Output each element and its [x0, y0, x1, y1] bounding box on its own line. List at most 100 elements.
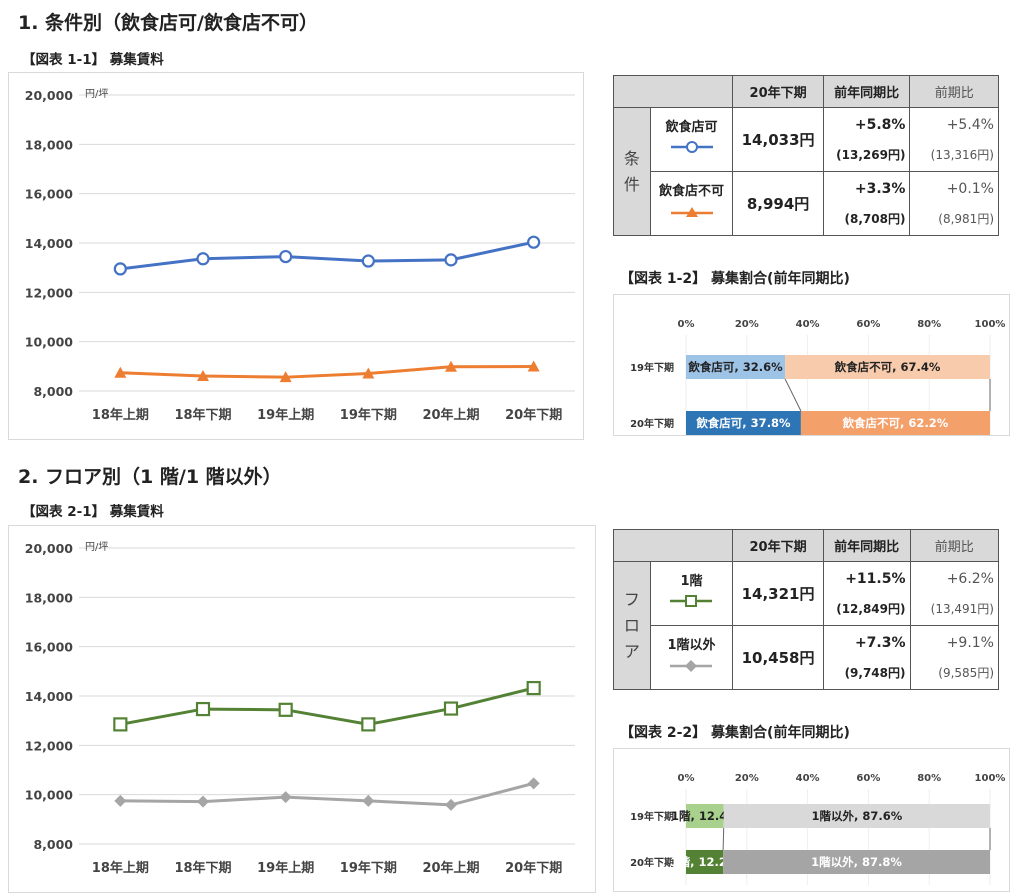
y-tick-label: 14,000 [25, 236, 74, 251]
legend-label: 1階 [680, 574, 703, 589]
x-tick-label: 20% [735, 773, 759, 784]
data-point [195, 701, 211, 717]
bar-segment [800, 411, 990, 435]
x-tick-label: 19年下期 [340, 407, 397, 423]
data-point [527, 360, 540, 372]
data-label: 1階, 12.4% [671, 809, 739, 823]
section2-heading: 2. フロア別（1 階/1 階以外） [18, 466, 282, 488]
series-line [120, 364, 534, 379]
x-tick-label: 20% [735, 319, 759, 330]
category-label: 20年下期 [630, 856, 674, 869]
data-point [526, 680, 541, 696]
x-tick-label: 20年上期 [422, 860, 479, 876]
data-label: 1階以外, 87.8% [811, 855, 902, 869]
y-tick-label: 16,000 [25, 187, 74, 202]
table-1-col-period: 20年下期 [732, 75, 824, 108]
fig-1-2-caption: 【図表 1-2】 募集割合(前年同期比) [620, 271, 850, 287]
fig-1-1-line-chart: 8,000 10,000 12,000 14,000 16,000 18,000 20,00… [25, 87, 575, 423]
x-tick-label: 60% [856, 319, 880, 330]
bar-segment [686, 355, 786, 379]
table-2-side-label: フロア [613, 561, 651, 690]
x-tick-label: 80% [917, 319, 941, 330]
data-point [361, 717, 376, 732]
table-2-row-label: 1階以外 [649, 625, 734, 690]
legend-diamond-marker-icon [670, 660, 713, 672]
x-tick-label: 18年下期 [174, 407, 231, 423]
data-point [443, 701, 459, 716]
legend-label: 飲食店不可 [659, 184, 725, 199]
x-tick-label: 0% [678, 319, 695, 330]
data-point [114, 366, 127, 378]
table-2-qoq-cell: +6.2% (13,491円) [909, 561, 999, 626]
category-label: 20年下期 [630, 417, 674, 430]
y-tick-label: 8,000 [33, 384, 73, 399]
y-tick-label: 12,000 [25, 738, 74, 753]
y-tick-label: 10,000 [25, 788, 74, 803]
data-point [197, 369, 209, 381]
x-tick-label: 19年上期 [257, 407, 314, 423]
data-label: 1階, 12.2% [671, 855, 739, 869]
y-tick-label: 20,000 [25, 541, 74, 556]
table-2-value: 14,321円 [732, 561, 824, 626]
table-2-yoy-cell: +11.5% (12,849円) [822, 561, 911, 626]
series-connector-line [722, 827, 725, 851]
data-point [113, 717, 128, 732]
table-2-row-label: 1階 [649, 561, 734, 626]
data-point [362, 794, 375, 807]
data-point [279, 791, 292, 804]
data-label: 飲食店可, 32.6% [687, 360, 783, 374]
x-tick-label: 18年下期 [174, 860, 231, 876]
bar-segment [686, 850, 724, 874]
section1-heading: 1. 条件別（飲食店可/飲食店不可） [18, 12, 318, 34]
y-tick-label: 18,000 [25, 137, 74, 152]
legend-label: 飲食店可 [665, 120, 718, 135]
table-1-value: 14,033円 [732, 107, 824, 172]
x-tick-label: 20年上期 [422, 407, 479, 423]
legend-triangle-marker-icon [670, 207, 713, 217]
bar-segment [723, 850, 990, 874]
table-2-col-yoy: 前年同期比 [822, 529, 911, 562]
y-tick-label: 8,000 [33, 837, 73, 852]
table-1-corner [612, 75, 734, 108]
fig-2-1-line-chart: 8,000 10,000 12,000 14,000 16,000 18,000 20,00… [25, 540, 575, 876]
fig-2-1-panel: 8,000 10,000 12,000 14,000 16,000 18,000 20,00… [8, 525, 596, 893]
series-line [120, 781, 535, 807]
data-point [445, 798, 457, 811]
y-tick-label: 20,000 [25, 88, 74, 103]
table-1-col-yoy: 前年同期比 [822, 75, 911, 108]
unit-label: 円/坪 [85, 540, 108, 553]
legend-square-marker-icon [670, 595, 713, 607]
table-2-corner [612, 529, 734, 562]
fig-1-1-panel: 8,000 10,000 12,000 14,000 16,000 18,000 20,00… [8, 72, 584, 440]
table-1-qoq-cell: +5.4% (13,316円) [909, 107, 999, 172]
fig-2-1-caption: 【図表 2-1】 募集賃料 [22, 504, 164, 520]
x-tick-label: 20年下期 [505, 860, 562, 876]
data-point [445, 360, 457, 372]
x-tick-label: 19年下期 [340, 860, 397, 876]
data-label: 飲食店可, 37.8% [695, 416, 791, 430]
x-tick-label: 100% [975, 319, 1006, 330]
unit-label: 円/坪 [85, 87, 108, 100]
y-tick-label: 12,000 [25, 285, 74, 300]
table-1-row-label: 飲食店可 [649, 107, 734, 172]
fig-2-2-caption: 【図表 2-2】 募集割合(前年同期比) [620, 725, 850, 741]
x-tick-label: 100% [975, 773, 1006, 784]
data-point [361, 254, 375, 268]
table-1-value: 8,994円 [732, 171, 824, 236]
series-line [120, 686, 535, 726]
bar-segment [723, 804, 990, 828]
fig-1-1-caption: 【図表 1-1】 募集賃料 [22, 52, 164, 68]
table-1-col-qoq: 前期比 [909, 75, 999, 108]
y-tick-label: 18,000 [25, 590, 74, 605]
bar-segment [785, 355, 990, 379]
x-tick-label: 40% [796, 773, 820, 784]
bar-segment [686, 804, 724, 828]
category-label: 19年下期 [630, 810, 674, 823]
data-point [527, 777, 540, 790]
data-point [278, 702, 293, 717]
data-point [279, 249, 293, 264]
data-point [279, 371, 292, 383]
table-2-value: 10,458円 [732, 625, 824, 690]
x-tick-label: 80% [917, 773, 941, 784]
